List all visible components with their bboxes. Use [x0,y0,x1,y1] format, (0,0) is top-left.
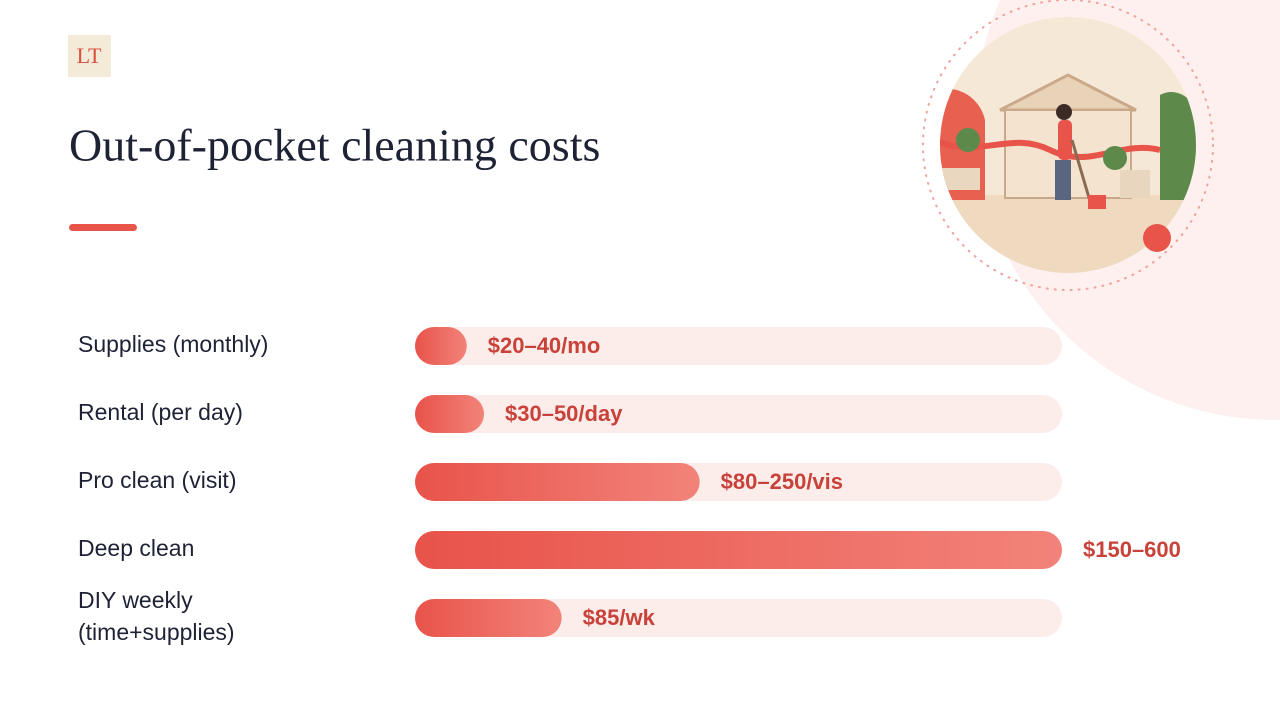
chart-title: Out-of-pocket cleaning costs [69,120,600,171]
decor-dot [1143,224,1171,252]
bar [415,395,485,433]
dotted-ring [922,0,1214,291]
category-label: Rental (per day) [78,399,243,425]
bar [415,327,467,365]
category-label: Pro clean (visit) [78,467,236,493]
bar-track [415,395,1062,433]
logo-box [68,35,111,77]
logo: LT [77,43,102,68]
category-label: Deep clean [78,535,194,561]
value-label: $80–250/vis [721,469,843,494]
bar [415,599,562,637]
bar [415,463,700,501]
value-label: $30–50/day [505,401,623,426]
bar-track [415,599,1062,637]
bar-track [415,327,1062,365]
title-underline [69,224,137,231]
value-label: $20–40/mo [488,333,601,358]
category-label: DIY weekly (time+supplies) [78,587,235,645]
bar [415,531,1062,569]
category-label: Supplies (monthly) [78,331,268,357]
value-label: $150–600 [1083,537,1181,562]
value-label: $85/wk [583,605,656,630]
